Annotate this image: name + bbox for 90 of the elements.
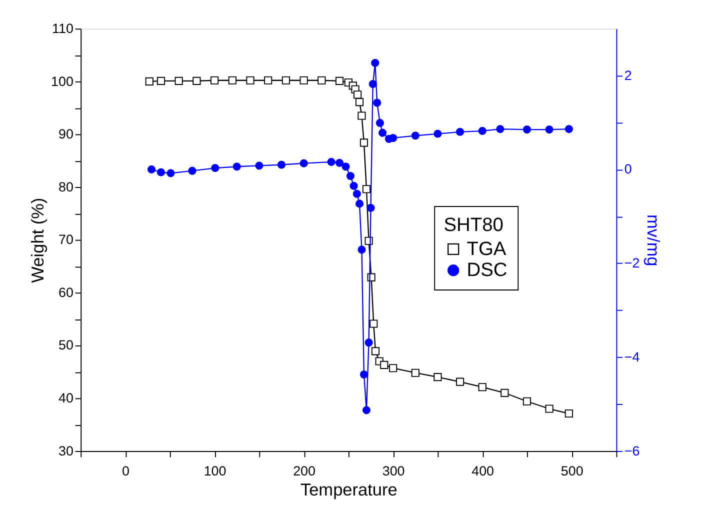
point — [188, 166, 196, 175]
point — [368, 80, 377, 88]
point — [246, 76, 254, 84]
point — [376, 118, 384, 128]
point — [335, 158, 344, 167]
point — [228, 76, 236, 84]
point — [192, 76, 201, 85]
y-axis-title: Weight (%) — [27, 198, 48, 283]
point — [342, 162, 350, 171]
x-tick-label: 100 — [204, 463, 226, 478]
point — [434, 373, 442, 382]
point — [355, 200, 364, 208]
y-tick-label: 80 — [58, 179, 74, 194]
point — [174, 76, 183, 85]
point — [378, 128, 387, 137]
y-tick-label: 100 — [51, 74, 74, 89]
point — [456, 378, 464, 386]
y-tick-label: 70 — [58, 232, 74, 248]
y-tick-label: 50 — [58, 338, 74, 353]
point — [360, 370, 368, 379]
point — [232, 162, 241, 171]
y2-tick-label: 0 — [624, 162, 632, 177]
point — [389, 364, 398, 372]
y-tick-label: 30 — [58, 443, 74, 458]
point — [147, 165, 156, 174]
y-tick-label: 40 — [58, 390, 74, 406]
point — [300, 159, 308, 168]
y-tick-label: 60 — [58, 284, 74, 300]
point — [456, 128, 464, 136]
point — [373, 98, 382, 107]
point — [545, 404, 554, 413]
y2-tick-label: −4 — [624, 349, 640, 364]
point — [355, 98, 364, 106]
point — [478, 383, 486, 392]
point — [145, 77, 154, 86]
x-axis-title: Temperature — [300, 480, 398, 500]
point — [545, 126, 554, 134]
point — [564, 125, 573, 134]
y2-tick-label: 2 — [624, 68, 632, 83]
point — [156, 76, 166, 85]
point — [360, 138, 368, 147]
point — [500, 388, 509, 397]
point — [522, 126, 532, 134]
y2-tick-label: −2 — [624, 256, 640, 271]
point — [318, 76, 326, 84]
point — [350, 182, 358, 190]
point — [335, 76, 344, 85]
point — [166, 169, 175, 178]
x-tick-label: 200 — [293, 463, 316, 478]
point — [564, 409, 573, 418]
point — [434, 130, 442, 138]
point — [277, 160, 286, 169]
legend-title: SHT80 — [444, 214, 504, 236]
x-tick-label: 500 — [560, 463, 584, 478]
point — [522, 397, 532, 406]
point — [354, 90, 362, 99]
point — [380, 360, 388, 369]
point — [496, 125, 504, 134]
point — [362, 406, 371, 414]
point — [358, 112, 366, 120]
point — [210, 76, 219, 84]
y2-tick-label: −6 — [624, 443, 640, 458]
point — [264, 76, 272, 84]
point — [478, 126, 486, 135]
point — [346, 172, 355, 180]
point — [389, 134, 398, 142]
legend-label: DSC — [466, 260, 508, 282]
x-tick-label: 0 — [122, 463, 130, 478]
point — [411, 132, 420, 140]
point — [366, 204, 375, 212]
point — [255, 162, 264, 170]
y2-axis-title: mv/mg — [643, 214, 664, 266]
point — [300, 76, 308, 84]
x-tick-label: 400 — [472, 463, 494, 478]
point — [211, 164, 220, 172]
point — [364, 338, 373, 347]
point — [371, 347, 380, 356]
point — [371, 58, 380, 67]
y-tick-label: 90 — [58, 126, 74, 142]
point — [362, 185, 371, 194]
point — [370, 320, 378, 328]
y-tick-label: 110 — [52, 20, 74, 36]
point — [327, 158, 336, 166]
point — [282, 76, 290, 84]
point — [358, 246, 366, 254]
point — [156, 168, 166, 176]
point — [411, 368, 420, 377]
point — [352, 190, 361, 198]
legend-label: TGA — [466, 238, 506, 260]
x-tick-label: 300 — [382, 463, 405, 478]
